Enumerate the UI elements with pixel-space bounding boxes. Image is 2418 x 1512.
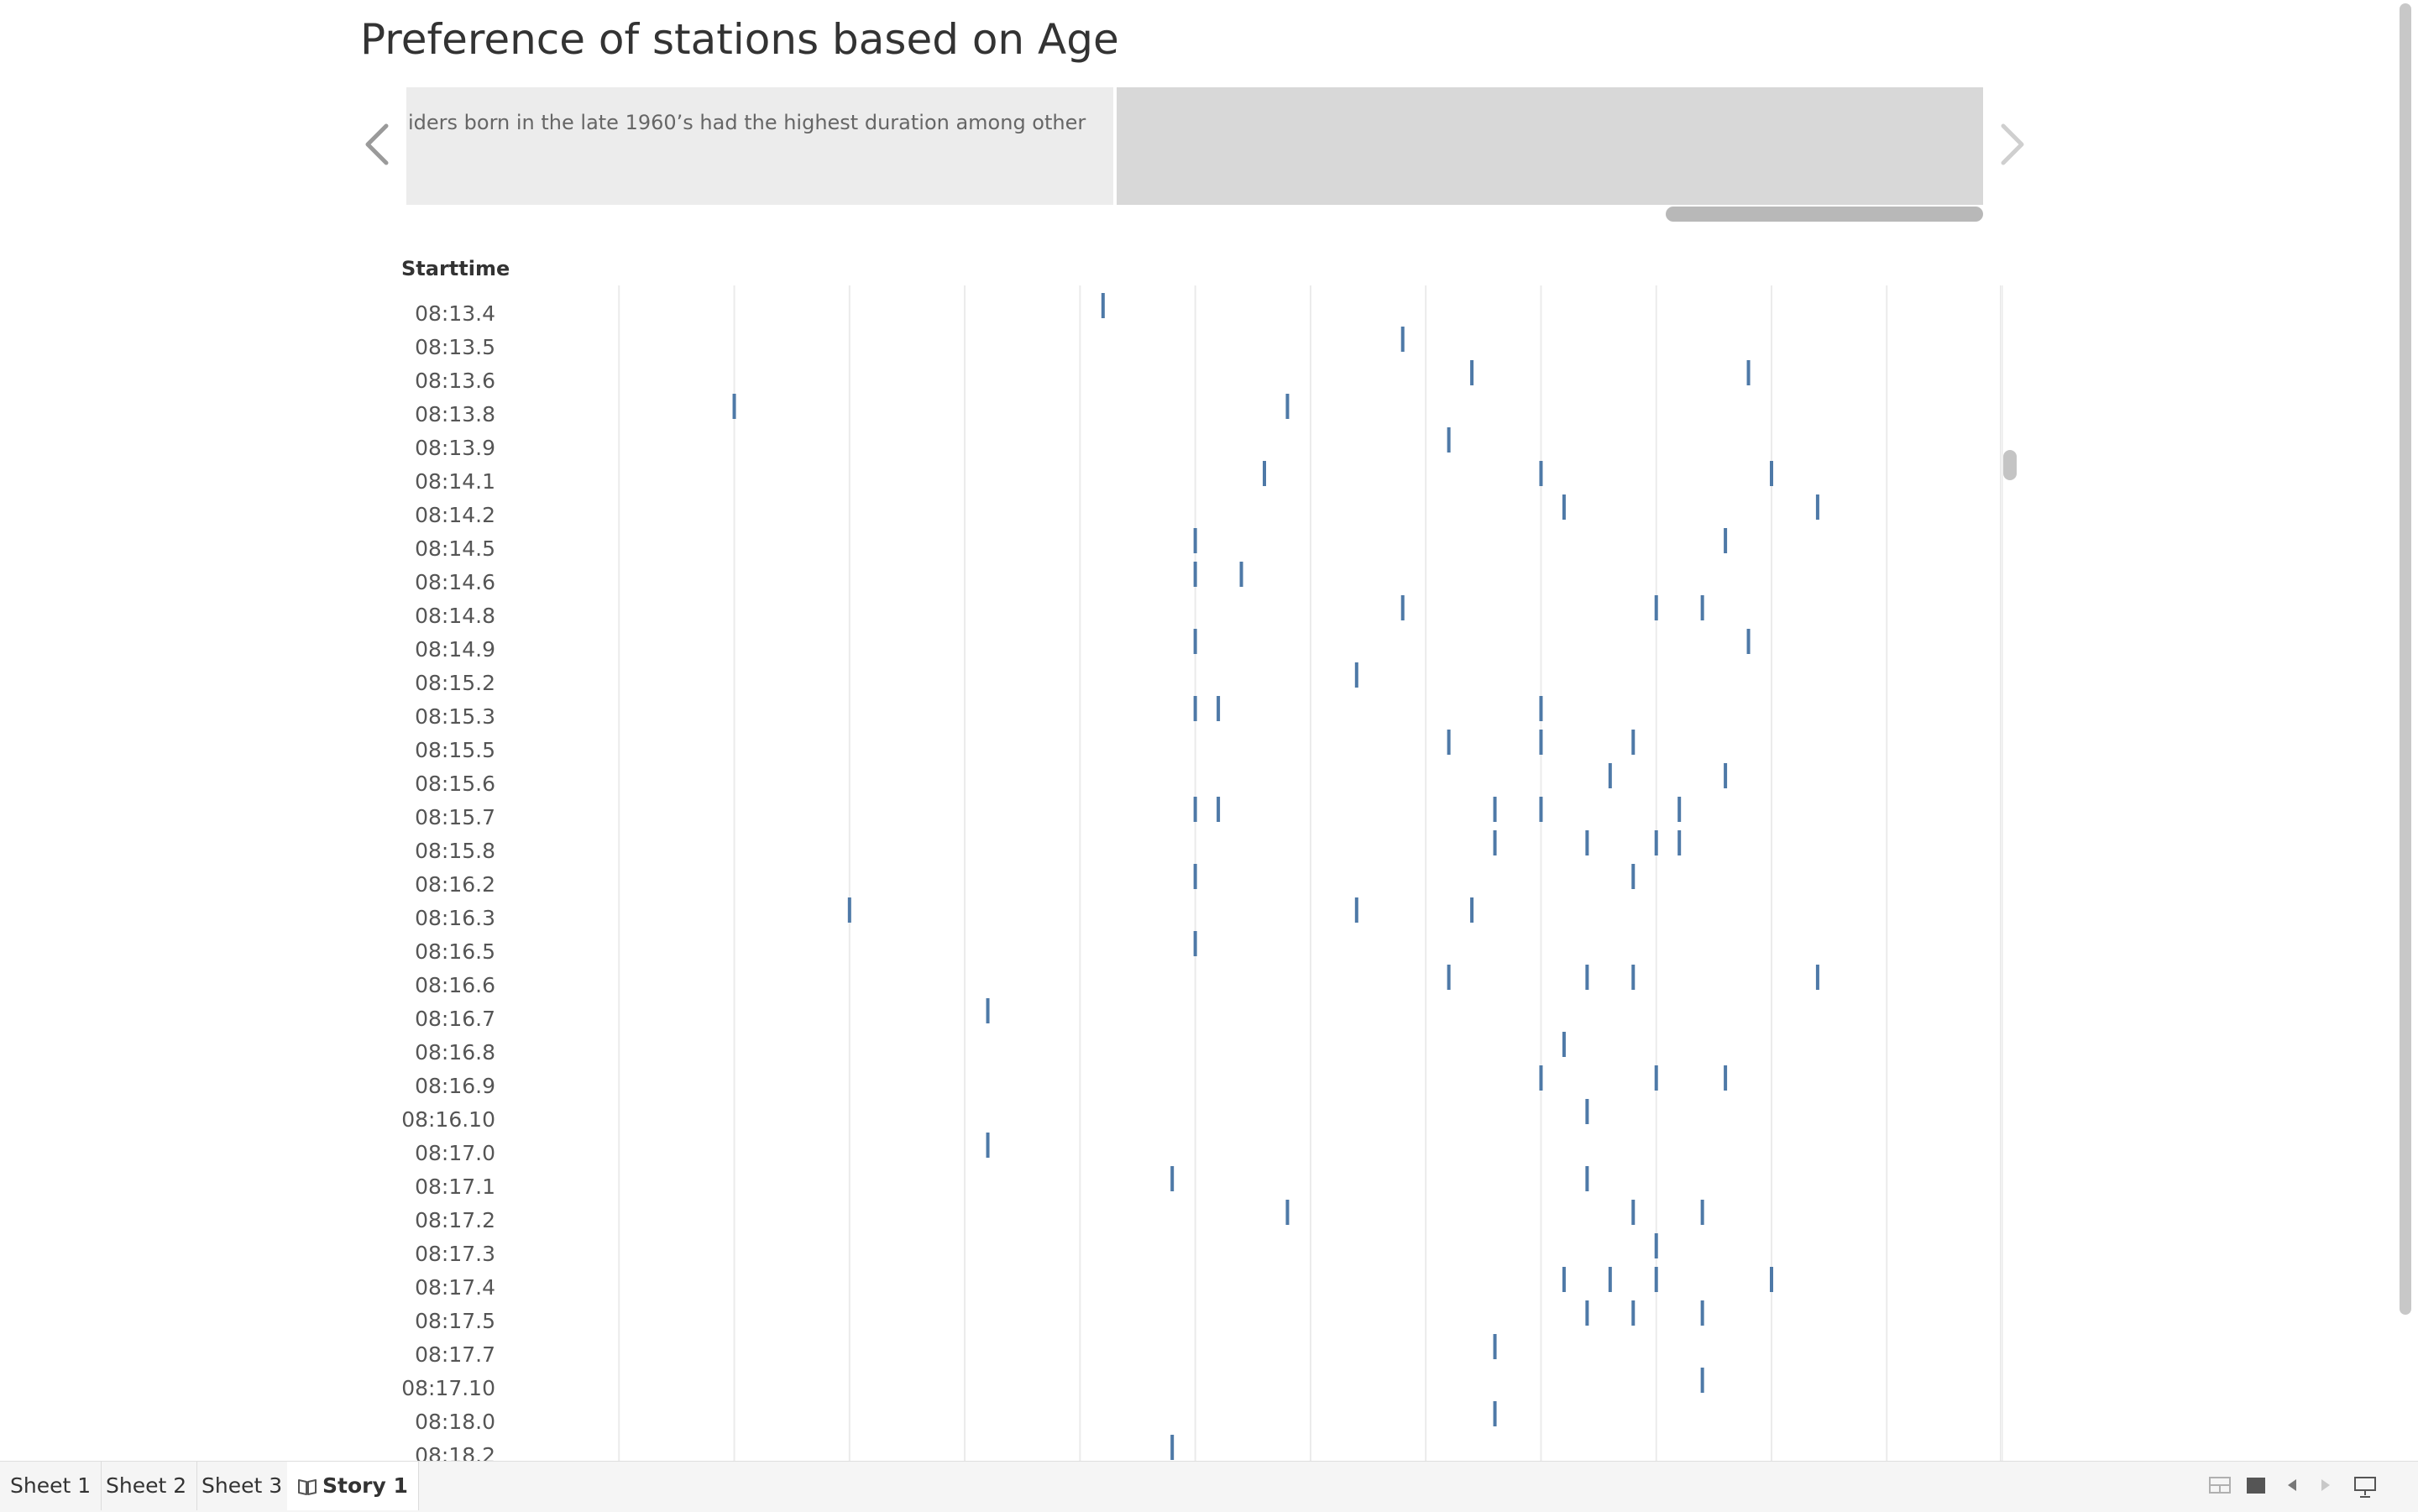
story-navigator-scroll-thumb[interactable] <box>1666 207 1983 222</box>
row-label: 08:17.5 <box>415 1309 495 1333</box>
row-label: 08:15.2 <box>415 671 495 695</box>
row-label: 08:13.9 <box>415 436 495 460</box>
row-label: 08:16.6 <box>415 973 495 997</box>
row-label: 08:17.10 <box>401 1376 495 1400</box>
chevron-right-icon <box>2001 123 2024 165</box>
tab-label: Sheet 1 <box>10 1473 92 1498</box>
row-label: 08:16.10 <box>401 1107 495 1132</box>
sheet-vertical-scroll-thumb[interactable] <box>2003 450 2017 480</box>
row-label: 08:13.8 <box>415 402 495 426</box>
tab-sheet-3[interactable]: Sheet 3 <box>191 1462 294 1510</box>
row-label: 08:17.1 <box>415 1175 495 1199</box>
row-label: 08:17.0 <box>415 1141 495 1165</box>
triangle-right-icon[interactable] <box>2316 1475 2336 1495</box>
row-header-starttime: Starttime <box>401 257 510 280</box>
row-label: 08:16.7 <box>415 1007 495 1031</box>
tab-label: Sheet 2 <box>106 1473 187 1498</box>
row-label: 08:14.2 <box>415 503 495 527</box>
story-title: Preference of stations based on Age <box>360 15 1119 64</box>
row-label: 08:15.7 <box>415 805 495 829</box>
story-navigator-scrollbar[interactable] <box>406 207 1983 223</box>
row-label: 08:16.5 <box>415 939 495 964</box>
row-label: 08:15.3 <box>415 704 495 729</box>
tab-story-1[interactable]: Story 1 <box>287 1462 419 1510</box>
row-label: 08:13.5 <box>415 335 495 359</box>
book-icon <box>298 1479 317 1495</box>
row-label: 08:13.4 <box>415 301 495 326</box>
tick-plot <box>618 285 2003 1461</box>
story-point-caption: iders born in the late 1960’s had the hi… <box>408 111 1086 134</box>
row-label: 08:17.3 <box>415 1242 495 1266</box>
next-story-point-button[interactable] <box>1993 119 2030 170</box>
row-label: 08:17.2 <box>415 1208 495 1232</box>
row-label: 08:14.5 <box>415 536 495 561</box>
row-label: 08:17.4 <box>415 1275 495 1300</box>
status-icons <box>2208 1475 2410 1499</box>
row-label: 08:17.7 <box>415 1342 495 1367</box>
tab-label: Story 1 <box>322 1473 408 1498</box>
window-scrollbar[interactable] <box>2400 3 2411 1315</box>
gridlines <box>618 285 2003 1461</box>
row-label: 08:15.5 <box>415 738 495 762</box>
grid-view-icon[interactable] <box>2208 1475 2232 1495</box>
row-label: 08:14.9 <box>415 637 495 662</box>
marks <box>732 293 1819 1460</box>
tab-bar: Sheet 1 Sheet 2 Sheet 3 Story 1 <box>0 1461 2418 1512</box>
sheet-vertical-scrollbar[interactable] <box>2000 285 2021 1461</box>
single-view-icon[interactable] <box>2245 1475 2267 1495</box>
previous-story-point-button[interactable] <box>359 119 396 170</box>
story-point-active[interactable]: iders born in the late 1960’s had the hi… <box>406 87 1117 205</box>
tab-label: Sheet 3 <box>202 1473 283 1498</box>
story-navigator: iders born in the late 1960’s had the hi… <box>406 87 1983 205</box>
row-label: 08:14.6 <box>415 570 495 594</box>
tab-sheet-1[interactable]: Sheet 1 <box>0 1462 102 1510</box>
row-label: 08:16.8 <box>415 1040 495 1065</box>
tab-sheet-2[interactable]: Sheet 2 <box>96 1462 198 1510</box>
row-label: 08:16.2 <box>415 872 495 897</box>
story-point-blank[interactable] <box>1117 87 1983 205</box>
row-label: 08:16.9 <box>415 1074 495 1098</box>
row-label: 08:18.0 <box>415 1410 495 1434</box>
row-label: 08:15.6 <box>415 772 495 796</box>
row-label: 08:16.3 <box>415 906 495 930</box>
row-label: 08:15.8 <box>415 839 495 863</box>
row-label: 08:14.1 <box>415 469 495 494</box>
row-label: 08:13.6 <box>415 369 495 393</box>
row-label: 08:14.8 <box>415 604 495 628</box>
presentation-mode-icon[interactable] <box>2353 1475 2378 1499</box>
triangle-left-icon[interactable] <box>2282 1475 2302 1495</box>
chevron-left-icon <box>365 123 389 165</box>
